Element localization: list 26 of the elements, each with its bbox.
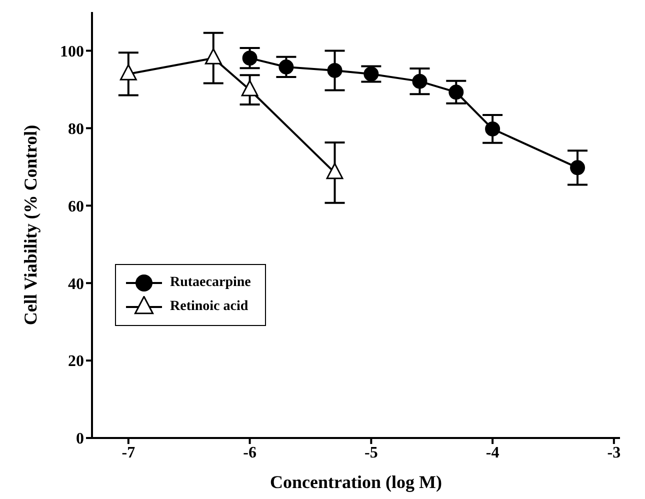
x-tick-label: -4 (486, 444, 500, 462)
x-tick-label: -3 (607, 444, 621, 462)
x-tick-label: -5 (364, 444, 378, 462)
point (570, 160, 586, 176)
point (327, 62, 342, 78)
point (242, 50, 258, 66)
point (448, 84, 464, 100)
point (364, 66, 379, 82)
y-tick-label: 20 (68, 353, 84, 370)
point (204, 48, 222, 64)
point (485, 121, 500, 136)
y-tick-label: 60 (68, 198, 84, 216)
legend-label: Retinoic acid (170, 299, 248, 315)
point (241, 80, 258, 96)
y-tick-label: 100 (60, 43, 84, 60)
y-axis-title: Cell Viability (% Control) (20, 124, 40, 326)
point (120, 64, 137, 80)
x-tick-label: -7 (122, 444, 136, 462)
point (278, 59, 294, 74)
y-tick-label: 80 (68, 120, 84, 138)
x-axis-title: Concentration (log M) (270, 472, 442, 492)
y-tick-label: 0 (76, 430, 84, 448)
legend-label: Rutaecarpine (170, 275, 251, 291)
y-tick-label: 40 (68, 276, 84, 293)
point (412, 74, 428, 89)
x-tick-label: -6 (243, 444, 256, 462)
